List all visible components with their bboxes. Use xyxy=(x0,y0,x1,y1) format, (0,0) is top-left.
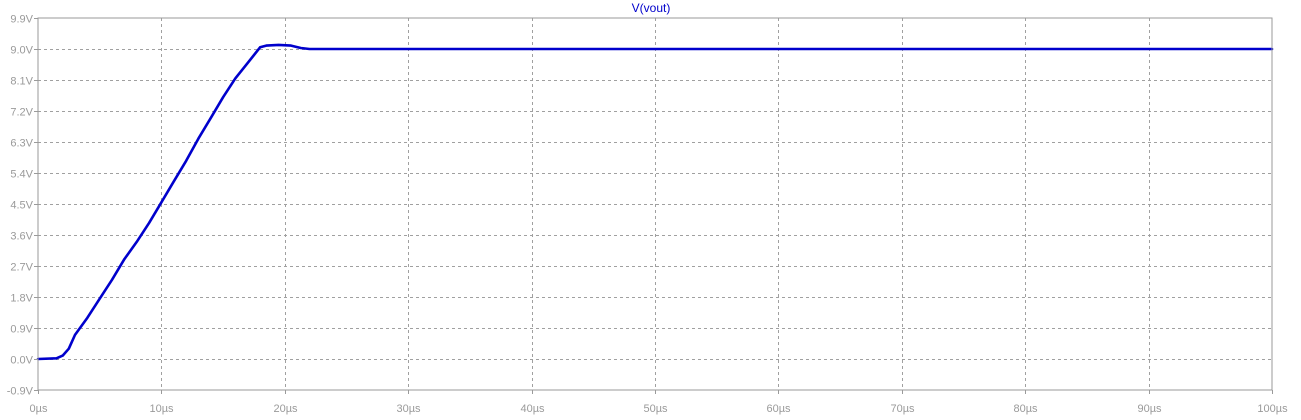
x-tick-label: 80µs xyxy=(1013,403,1038,415)
x-tick-label: 70µs xyxy=(890,403,915,415)
y-tick-label: 6.3V xyxy=(10,138,33,150)
y-tick-label: 0.0V xyxy=(10,355,33,367)
x-tick-label: 50µs xyxy=(643,403,668,415)
chart-title: V(vout) xyxy=(632,1,671,15)
series-line-vout xyxy=(36,43,1274,361)
x-tick-label: 20µs xyxy=(273,403,298,415)
y-tick-label: 0.9V xyxy=(10,324,33,336)
y-tick-label: 3.6V xyxy=(10,231,33,243)
y-tick-label: 9.0V xyxy=(10,45,33,57)
x-tick-label: 10µs xyxy=(149,403,174,415)
y-tick-label: 8.1V xyxy=(10,76,33,88)
x-tick-label: 100µs xyxy=(1257,403,1288,415)
grid-lines xyxy=(38,18,1272,390)
y-tick-label: 1.8V xyxy=(10,293,33,305)
y-tick-label: 7.2V xyxy=(10,107,33,119)
x-tick-label: 30µs xyxy=(396,403,421,415)
x-tick-label: 90µs xyxy=(1137,403,1162,415)
y-tick-label: -0.9V xyxy=(7,386,34,398)
y-tick-label: 5.4V xyxy=(10,169,33,181)
y-axis-ticks: -0.9V 0.0V 0.9V 1.8V 2.7V 3.6V 4.5V 5.4V 6.3V 7.2… xyxy=(7,14,38,398)
y-tick-label: 9.9V xyxy=(10,14,33,26)
x-tick-label: 60µs xyxy=(766,403,791,415)
y-tick-label: 4.5V xyxy=(10,200,33,212)
series-layer xyxy=(36,43,1274,361)
x-tick-label: 40µs xyxy=(520,403,545,415)
x-axis-ticks: 0µs 10µs 20µs 30µs 40µs 50µs 60µs 70µs 80µs 90µs 1… xyxy=(30,390,1288,415)
y-tick-label: 2.7V xyxy=(10,262,33,274)
x-tick-label: 0µs xyxy=(30,403,48,415)
